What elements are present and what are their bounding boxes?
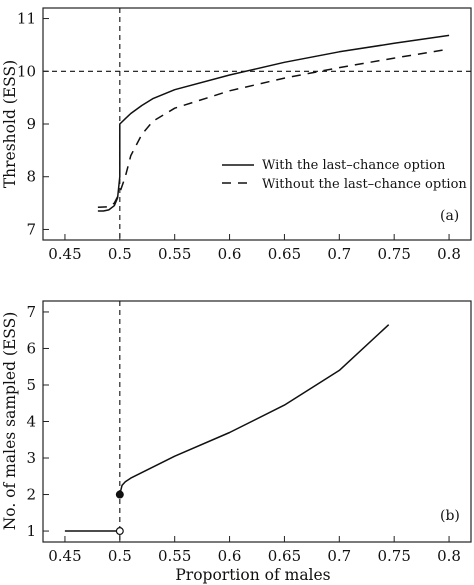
panel-a-series [97, 34, 450, 212]
series-line-dashed [97, 48, 450, 209]
y-tick-label: 2 [26, 486, 36, 504]
x-tick-label: 0.7 [327, 547, 351, 565]
x-tick-label: 0.8 [437, 245, 461, 263]
x-tick-label: 0.65 [268, 547, 301, 565]
panel-a-legend: With the last–chance option Without the … [222, 158, 467, 192]
y-tick-label: 1 [26, 522, 36, 540]
y-tick-label: 5 [26, 376, 36, 394]
panel-a-label: (a) [440, 208, 459, 224]
legend-label-with: With the last–chance option [262, 158, 446, 173]
y-tick-label: 11 [17, 10, 36, 28]
panel-a: 0.45 0.5 0.55 0.6 0.65 0.7 0.75 0.8 7 8 9 10 11 Thr… [1, 7, 472, 263]
panel-b-y-axis-label: No. of males sampled (ESS) [1, 312, 19, 531]
panel-a-reference-lines [43, 8, 471, 240]
x-tick-label: 0.65 [268, 245, 301, 263]
x-tick-label: 0.6 [218, 245, 242, 263]
y-tick-label: 4 [26, 413, 36, 431]
y-tick-label: 7 [26, 220, 36, 238]
x-tick-label: 0.55 [158, 245, 191, 263]
y-tick-label: 8 [26, 168, 36, 186]
panel-b-label: (b) [440, 508, 460, 524]
open-point-marker [115, 527, 124, 536]
panel-b-y-ticks: 1 2 3 4 5 6 7 [26, 303, 49, 540]
x-tick-label: 0.8 [437, 547, 461, 565]
panel-b-x-axis-label: Proportion of males [175, 566, 330, 584]
x-tick-label: 0.5 [108, 547, 132, 565]
panel-a-y-ticks: 7 8 9 10 11 [17, 10, 49, 238]
x-tick-label: 0.6 [218, 547, 242, 565]
y-tick-label: 6 [26, 339, 36, 357]
panel-b-frame [42, 300, 472, 543]
x-tick-label: 0.7 [327, 245, 351, 263]
filled-point-marker [115, 490, 124, 499]
panel-b-x-ticks: 0.45 0.5 0.55 0.6 0.65 0.7 0.75 0.8 [48, 536, 461, 565]
series-line-solid [119, 324, 390, 495]
panel-b-series [64, 324, 390, 536]
legend-label-without: Without the last–chance option [262, 177, 467, 192]
y-tick-label: 9 [26, 115, 36, 133]
y-tick-label: 7 [26, 303, 36, 321]
x-tick-label: 0.75 [377, 547, 410, 565]
panel-a-frame [42, 7, 472, 241]
x-tick-label: 0.5 [108, 245, 132, 263]
x-tick-label: 0.45 [48, 245, 81, 263]
x-tick-label: 0.75 [377, 245, 410, 263]
panel-a-x-ticks: 0.45 0.5 0.55 0.6 0.65 0.7 0.75 0.8 [48, 234, 461, 263]
y-tick-label: 3 [26, 449, 36, 467]
x-tick-label: 0.45 [48, 547, 81, 565]
x-tick-label: 0.55 [158, 547, 191, 565]
y-tick-label: 10 [17, 62, 36, 80]
series-line-solid [97, 34, 450, 212]
panel-a-y-axis-label: Threshold (ESS) [1, 60, 19, 188]
panel-b: 0.45 0.5 0.55 0.6 0.65 0.7 0.75 0.8 1 2 3 4 5 6 7 No.… [1, 300, 472, 584]
